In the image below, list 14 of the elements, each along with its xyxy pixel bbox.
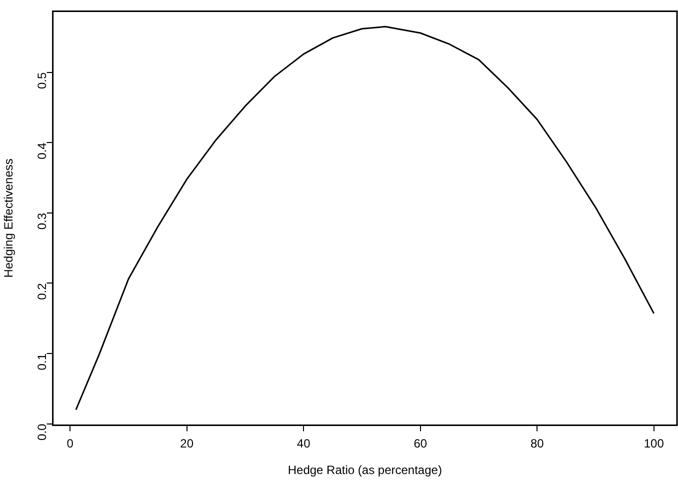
x-tick-label: 60 (414, 436, 428, 451)
x-tick-label: 40 (296, 436, 311, 451)
y-tick-label: 0.3 (35, 212, 50, 230)
y-tick-label: 0.4 (35, 142, 50, 160)
x-tick-label: 80 (530, 436, 544, 451)
x-tick-label: 100 (644, 436, 664, 451)
x-tick-label: 0 (66, 436, 74, 451)
x-tick-label: 20 (180, 436, 194, 451)
y-axis-title: Hedging Effectiveness (2, 158, 16, 278)
y-tick-label: 0.2 (35, 282, 50, 300)
y-tick-label: 0.5 (35, 72, 50, 90)
x-axis-title: Hedge Ratio (as percentage) (288, 463, 442, 478)
y-tick-label: 0.0 (35, 423, 50, 440)
y-tick-label: 0.1 (35, 353, 50, 370)
